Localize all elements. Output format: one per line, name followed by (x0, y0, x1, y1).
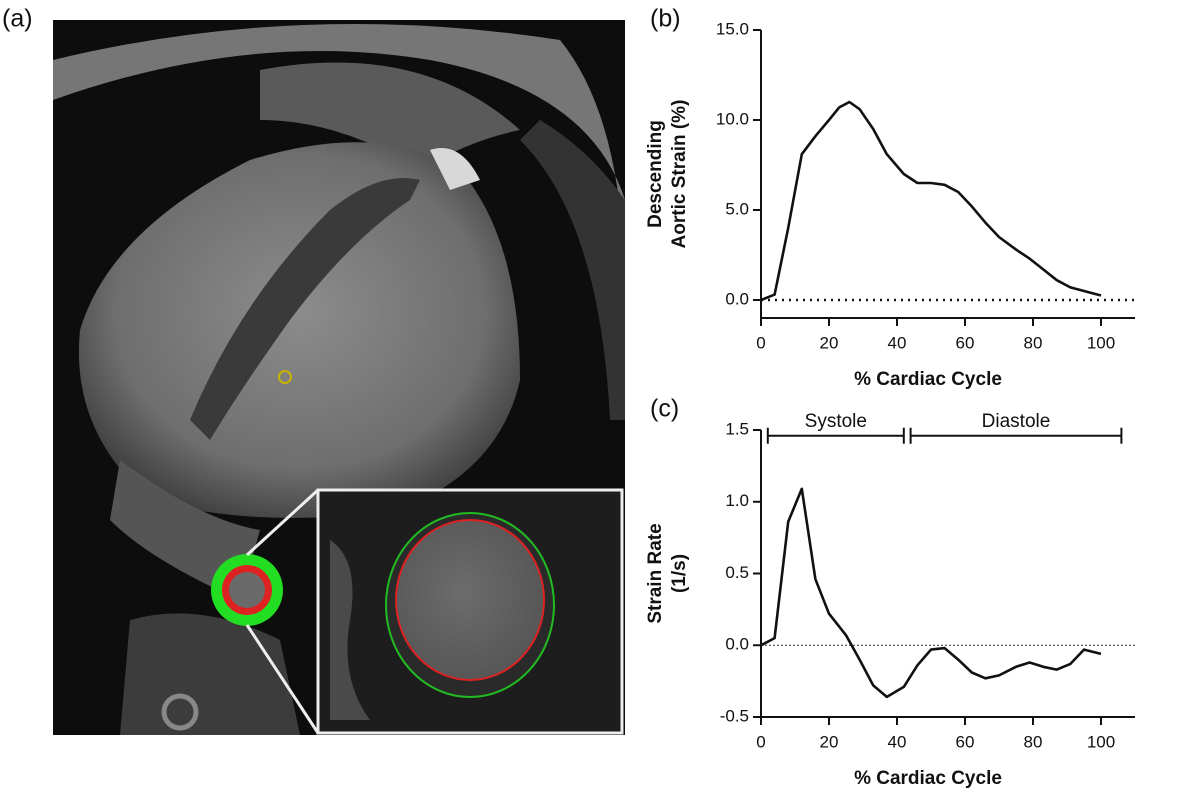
data-line (760, 100, 1102, 302)
y-tick-label: 0.0 (725, 289, 749, 308)
x-tick-label: 100 (1087, 333, 1115, 352)
x-tick-label: 20 (820, 333, 839, 352)
y-tick-label: -0.5 (720, 706, 749, 725)
panel-label: (c) (650, 395, 679, 423)
y-axis-label: Aortic Strain (%) (669, 100, 690, 249)
y-tick-label: 0.5 (725, 563, 749, 582)
mri-image (53, 20, 625, 735)
x-tick-label: 20 (820, 732, 839, 751)
y-tick-label: 15.0 (716, 19, 749, 38)
x-tick-label: 60 (956, 732, 975, 751)
panel-label: (b) (650, 5, 681, 33)
x-tick-label: 0 (756, 333, 765, 352)
x-tick-label: 60 (956, 333, 975, 352)
x-tick-label: 40 (888, 333, 907, 352)
x-tick-label: 100 (1087, 732, 1115, 751)
panel-label: (a) (2, 5, 33, 33)
data-line (760, 487, 1102, 699)
y-tick-label: 1.5 (725, 419, 749, 438)
y-axis-label: Strain Rate (645, 523, 666, 623)
y-tick-label: 1.0 (725, 491, 749, 510)
y-tick-label: 10.0 (716, 109, 749, 128)
x-tick-label: 80 (1024, 333, 1043, 352)
annotation: Systole (805, 411, 867, 432)
x-axis-label: % Cardiac Cycle (854, 369, 1002, 390)
y-axis-label: Descending (645, 120, 666, 228)
annotation: Diastole (982, 411, 1051, 432)
x-tick-label: 40 (888, 732, 907, 751)
x-axis-label: % Cardiac Cycle (854, 768, 1002, 789)
y-tick-label: 0.0 (725, 635, 749, 654)
y-tick-label: 5.0 (725, 199, 749, 218)
x-tick-label: 80 (1024, 732, 1043, 751)
y-axis-label: (1/s) (669, 554, 690, 593)
x-tick-label: 0 (756, 732, 765, 751)
